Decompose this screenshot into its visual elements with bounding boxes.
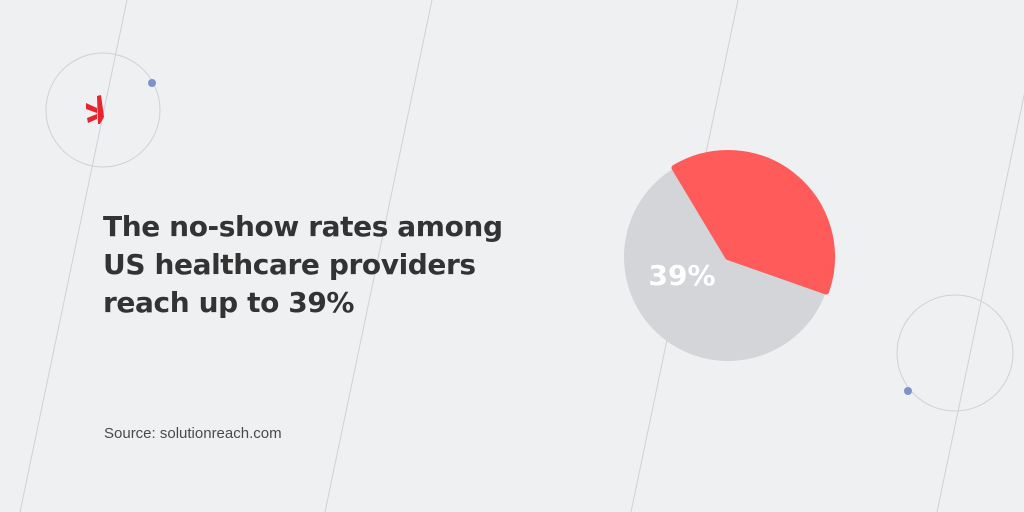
headline-line: reach up to 39% (103, 286, 355, 319)
decor-ring (896, 294, 1014, 412)
diagonal-line (19, 0, 128, 512)
pie-chart: 39% (624, 150, 835, 361)
decor-dot (148, 79, 156, 87)
pie-slice-remainder (624, 167, 827, 361)
headline-line: The no-show rates among (103, 210, 503, 243)
diagonal-line (936, 93, 1024, 512)
decor-dot (904, 387, 912, 395)
asterisk-logo-icon (86, 95, 104, 124)
diagonal-line (324, 0, 433, 512)
pie-slice-label: 39% (648, 259, 715, 292)
headline: The no-show rates among US healthcare pr… (103, 208, 563, 322)
headline-line: US healthcare providers (103, 248, 476, 281)
source-credit: Source: solutionreach.com (104, 425, 282, 442)
decor-ring (45, 52, 161, 168)
pie-slice-highlight (671, 150, 835, 295)
